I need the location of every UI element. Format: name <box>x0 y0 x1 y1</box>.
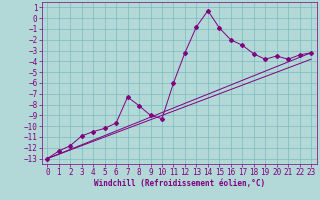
X-axis label: Windchill (Refroidissement éolien,°C): Windchill (Refroidissement éolien,°C) <box>94 179 265 188</box>
